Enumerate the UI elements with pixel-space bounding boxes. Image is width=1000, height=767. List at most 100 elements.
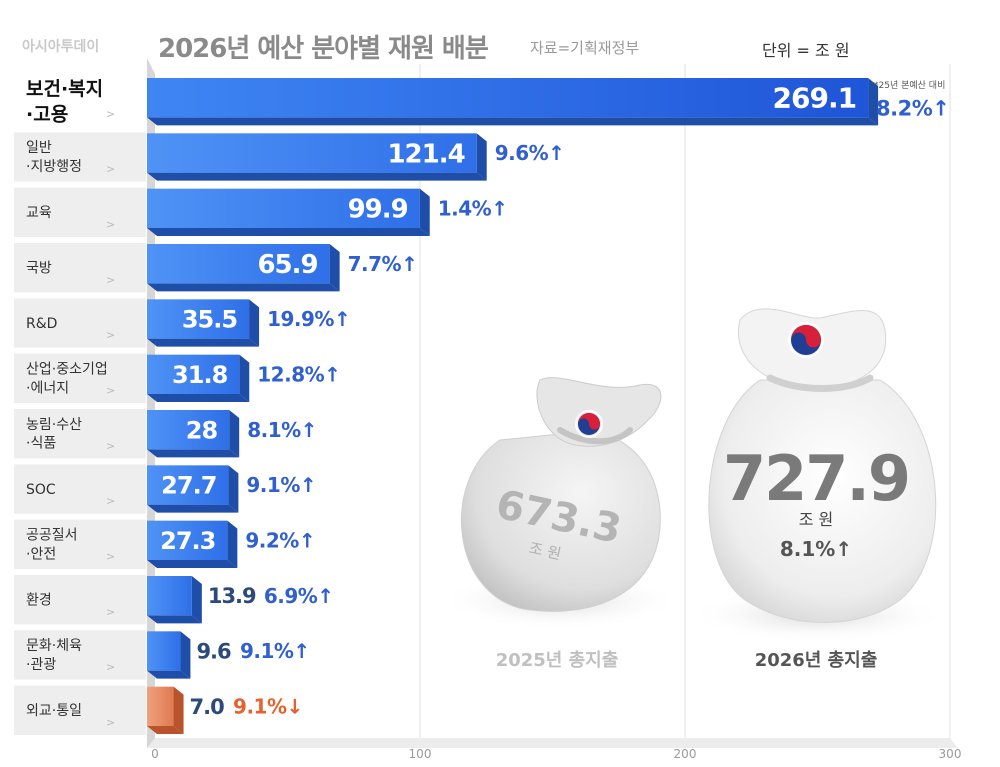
category-row	[14, 409, 146, 459]
total-2025-label: 2025년 총지출	[496, 650, 619, 671]
bar-side	[239, 354, 250, 402]
bar-side	[191, 576, 202, 624]
bar-side	[180, 631, 191, 679]
bar-side	[329, 244, 340, 292]
change-label: 1.4%↑	[438, 197, 508, 221]
bar-bottom	[147, 504, 239, 513]
category-label: 농림·수산	[26, 417, 82, 433]
bar-value-label: 27.7	[161, 472, 216, 500]
chevron-right-icon: >	[106, 107, 115, 120]
brand-logo: 아시아투데이	[22, 39, 100, 55]
bar-value-label: 13.9	[208, 584, 256, 608]
chevron-right-icon: >	[106, 495, 115, 508]
category-label: 공공질서	[26, 527, 78, 543]
bar-group: 27.7 9.1%↑	[147, 465, 317, 513]
bar-group: 13.9 6.9%↑	[147, 576, 334, 624]
category-label: 산업·중소기업	[26, 361, 108, 377]
change-note: *25년 본예산 대비	[874, 80, 945, 91]
unit-note: 단위 = 조 원	[762, 41, 850, 60]
bar-bottom	[147, 394, 250, 402]
bar-value-label: 9.6	[196, 640, 231, 664]
category-row	[14, 298, 146, 348]
category-label: 문화·체육	[26, 638, 82, 654]
bar-group: 27.3 9.2%↑	[147, 520, 316, 568]
bar	[147, 631, 181, 671]
bar	[147, 410, 230, 450]
bar-bottom	[147, 615, 202, 624]
total-2026-label: 2026년 총지출	[755, 650, 878, 671]
category-label: ·고용	[26, 104, 68, 126]
category-row	[14, 575, 146, 625]
money-bag-2026: 727.9조 원 8.1%↑ 2026년 총지출	[688, 308, 948, 671]
bar-bottom	[147, 338, 260, 347]
change-label: 9.1%↓	[233, 695, 303, 719]
bar-side	[868, 78, 879, 126]
bar-value-label: 269.1	[773, 82, 857, 115]
category-row	[14, 353, 146, 403]
bar-group: 35.5 19.9%↑	[147, 299, 351, 347]
category-row	[14, 132, 146, 182]
bar-side	[419, 188, 430, 236]
bar-group: 99.9 1.4%↑	[147, 188, 508, 236]
change-label: 8.1%↑	[247, 418, 317, 442]
category-label: R&D	[26, 316, 57, 332]
source-note: 자료=기획재정부	[530, 39, 640, 57]
bar-bottom	[147, 172, 487, 181]
bar-side	[476, 133, 487, 181]
change-label: 9.1%↑	[240, 639, 310, 663]
bar-group: 121.4 9.6%↑	[147, 133, 565, 181]
category-row	[14, 630, 146, 680]
bar-side	[173, 686, 184, 734]
chevron-right-icon: >	[106, 329, 115, 342]
category-label: 일반	[26, 140, 52, 156]
plot-floor	[147, 738, 958, 748]
change-label: 12.8%↑	[257, 363, 340, 387]
bar-side	[249, 299, 260, 347]
change-label: 6.9%↑	[264, 584, 334, 608]
chevron-right-icon: >	[106, 384, 115, 397]
category-label: ·관광	[26, 657, 56, 673]
category-row	[14, 187, 146, 237]
category-row	[14, 243, 146, 293]
change-label: 9.6%↑	[495, 141, 565, 165]
total-2026-change: 8.1%↑	[780, 537, 852, 561]
category-label: 교육	[26, 205, 52, 221]
bar-side	[229, 410, 240, 458]
bar-bottom	[147, 726, 184, 734]
bar-group: 28 8.1%↑	[147, 410, 317, 458]
bar-value-label: 31.8	[172, 361, 228, 389]
change-label: 9.1%↑	[246, 473, 316, 497]
bar-side	[227, 520, 238, 568]
x-tick-label: 300	[939, 747, 962, 761]
total-2026-unit: 조 원	[799, 510, 834, 529]
bar-group: 31.8 12.8%↑	[147, 354, 341, 402]
bar-bottom	[147, 560, 238, 568]
category-row	[14, 519, 146, 569]
change-label: 7.7%↑	[348, 252, 418, 276]
bar-value-label: 65.9	[257, 250, 317, 280]
category-label: 외교·통일	[26, 703, 82, 719]
bar-bottom	[147, 228, 430, 236]
bar	[147, 244, 330, 284]
taegeuk-icon	[788, 322, 824, 358]
bar-side	[228, 465, 239, 513]
bar-group: 7.0 9.1%↓	[147, 686, 303, 734]
bar	[147, 299, 250, 339]
bar	[147, 576, 192, 616]
x-tick-label: 0	[151, 747, 159, 761]
bar	[147, 78, 869, 118]
category-row	[14, 77, 146, 127]
bar-bottom	[147, 670, 191, 679]
bar	[147, 520, 228, 560]
x-tick-label: 100	[409, 747, 432, 761]
category-label: SOC	[26, 482, 56, 498]
bar-group: 9.6 9.1%↑	[147, 631, 310, 679]
bar-bottom	[147, 117, 879, 126]
chevron-right-icon: >	[106, 716, 115, 729]
bar	[147, 188, 420, 228]
category-row	[14, 464, 146, 514]
bar-value-label: 121.4	[387, 139, 464, 169]
x-tick-label: 200	[674, 747, 697, 761]
